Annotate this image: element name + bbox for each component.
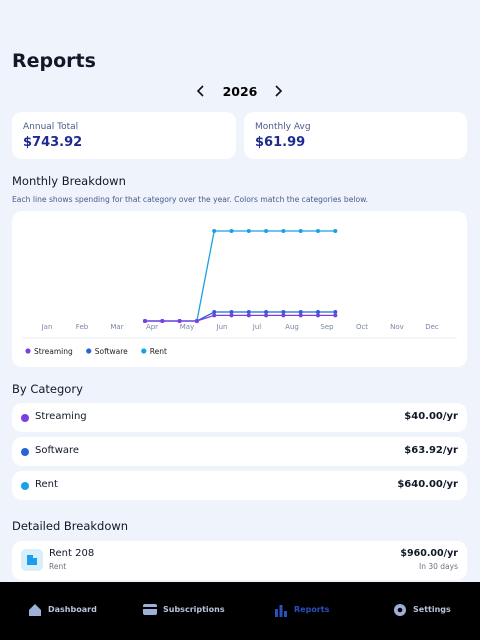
summary-label: Monthly Avg <box>255 122 311 132</box>
point <box>143 319 147 323</box>
legend-swatch <box>25 348 31 354</box>
legend-label: Rent <box>150 347 167 356</box>
x-tick-label: Dec <box>425 323 439 331</box>
x-tick-label: May <box>180 323 194 331</box>
category-row[interactable]: Software $63.92/yr <box>12 437 467 466</box>
point <box>177 319 182 323</box>
category-dot <box>21 414 29 422</box>
next-year[interactable] <box>275 85 283 97</box>
chart-card: Jan Feb Mar Apr May Jun Jul Aug Sep Oct Nov Dec Stre… <box>12 211 467 367</box>
point <box>229 229 234 233</box>
nav-icon <box>143 604 157 615</box>
x-tick-label: Aug <box>285 323 299 331</box>
bottom-nav: Dashboard Subscriptions Reports Settings <box>0 582 480 640</box>
summary-value: $61.99 <box>255 135 306 150</box>
nav-label[interactable]: Reports <box>294 605 330 614</box>
detail-amount: $960.00/yr <box>400 548 458 559</box>
point <box>316 313 320 318</box>
point <box>316 310 320 315</box>
legend-label: Streaming <box>34 347 73 356</box>
point <box>298 229 303 233</box>
category-row[interactable]: Streaming $40.00/yr <box>12 403 467 432</box>
category-row[interactable]: Rent $640.00/yr <box>12 471 467 500</box>
chart: Jan Feb Mar Apr May Jun Jul Aug Sep Oct Nov Dec Stre… <box>22 229 457 356</box>
point <box>264 229 269 233</box>
series-line <box>145 230 336 322</box>
x-tick-label: Nov <box>390 323 404 331</box>
point <box>264 310 269 315</box>
page-title: Reports <box>12 50 96 72</box>
point <box>160 319 165 323</box>
nav-icon <box>394 604 406 616</box>
category-amount: $640.00/yr <box>397 479 458 490</box>
nav-label[interactable]: Dashboard <box>48 605 97 614</box>
detail-icon <box>21 549 43 571</box>
legend-label: Software <box>95 347 128 356</box>
x-tick-label: Jun <box>216 323 228 331</box>
point <box>194 319 199 323</box>
x-tick-label: Jul <box>252 323 262 331</box>
point <box>333 229 338 233</box>
legend-swatch <box>86 348 92 354</box>
point <box>298 313 303 318</box>
summary-label: Annual Total <box>23 122 79 132</box>
x-tick-label: Oct <box>356 323 368 331</box>
category-amount: $63.92/yr <box>404 445 458 456</box>
section-title: Detailed Breakdown <box>12 519 129 533</box>
point <box>246 310 251 315</box>
prev-year[interactable] <box>196 85 204 97</box>
nav-label[interactable]: Settings <box>413 605 451 614</box>
year-selector: 2026 <box>196 84 283 99</box>
section-title: By Category <box>12 382 83 396</box>
summary-card: Annual Total $743.92 <box>12 112 236 159</box>
point <box>246 229 251 233</box>
legend-swatch <box>141 348 147 354</box>
point <box>316 229 320 233</box>
category-name: Streaming <box>35 411 87 422</box>
x-tick-label: Jan <box>41 323 53 331</box>
detail-name: Rent 208 <box>49 548 95 559</box>
point <box>281 229 286 233</box>
nav-icon <box>29 604 41 616</box>
detail-card[interactable]: Rent 208 Rent $960.00/yr In 30 days <box>12 541 467 580</box>
nav-icon <box>275 605 287 617</box>
detail-due: In 30 days <box>419 562 458 571</box>
series-line <box>145 314 336 322</box>
chart-subtitle: Each line shows spending for that catego… <box>12 195 369 204</box>
point <box>212 229 217 233</box>
summary-value: $743.92 <box>23 135 83 150</box>
x-tick-label: Apr <box>146 323 158 331</box>
point <box>229 310 234 315</box>
point <box>333 313 338 318</box>
point <box>212 313 217 318</box>
year: 2026 <box>223 84 258 99</box>
category-name: Rent <box>35 479 58 490</box>
point <box>264 313 269 318</box>
point <box>281 310 286 315</box>
point <box>333 310 338 315</box>
detail-category: Rent <box>49 562 67 571</box>
category-dot <box>21 448 29 456</box>
point <box>246 313 251 318</box>
category-name: Software <box>35 445 80 456</box>
point <box>281 313 286 318</box>
series-line <box>145 311 336 322</box>
point <box>298 310 303 315</box>
x-tick-label: Mar <box>110 323 123 331</box>
category-dot <box>21 482 29 490</box>
category-amount: $40.00/yr <box>404 411 458 422</box>
x-tick-label: Sep <box>320 323 334 331</box>
point <box>229 313 234 318</box>
x-tick-label: Feb <box>76 323 89 331</box>
summary-card: Monthly Avg $61.99 <box>244 112 467 159</box>
section-title: Monthly Breakdown <box>12 174 126 188</box>
nav-label[interactable]: Subscriptions <box>163 605 225 614</box>
point <box>212 310 217 315</box>
